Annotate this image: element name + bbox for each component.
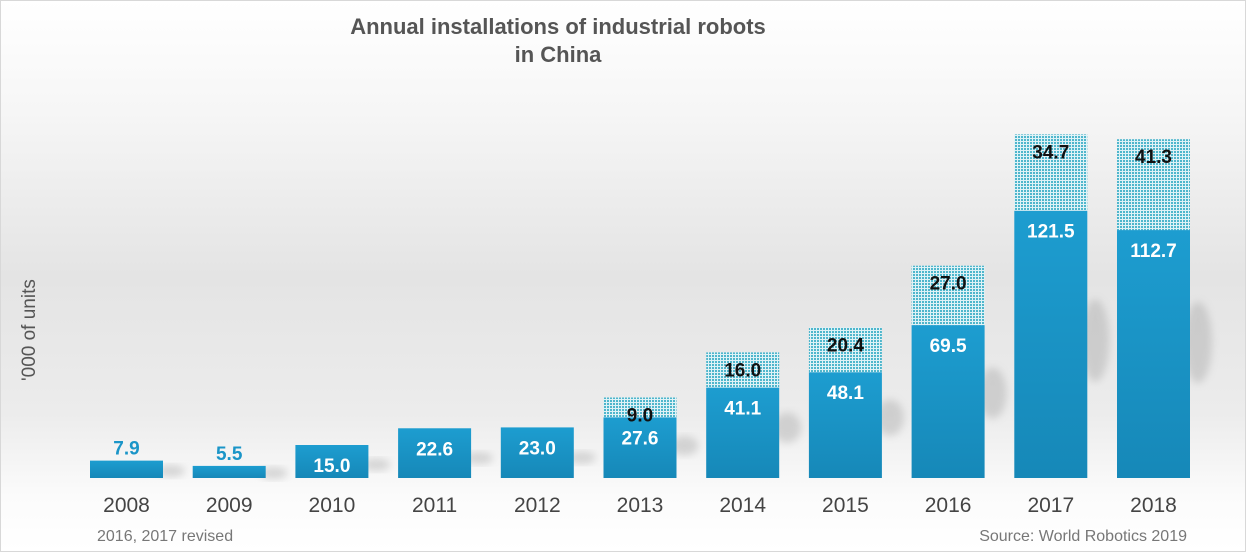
data-label-base-2016: 69.5 xyxy=(930,336,967,357)
bar-shadow xyxy=(567,451,596,464)
bar-base-2015 xyxy=(808,372,882,478)
source-note: Source: World Robotics 2019 xyxy=(979,528,1187,545)
bar-base-2009 xyxy=(192,465,266,478)
x-tick-label: 2012 xyxy=(514,494,561,517)
bar-shadow xyxy=(978,367,1007,419)
data-label-base-2015: 48.1 xyxy=(827,383,864,404)
x-tick-label: 2009 xyxy=(206,494,253,517)
bar-increment-2017 xyxy=(1014,134,1088,211)
x-tick-label: 2014 xyxy=(719,494,766,517)
bar-base-2012 xyxy=(500,427,574,478)
data-label-increment-2017: 34.7 xyxy=(1032,142,1069,163)
bar-shadow xyxy=(670,436,699,456)
data-label-base-2014: 41.1 xyxy=(724,399,761,420)
bar-increment-2013 xyxy=(603,397,677,418)
x-tick-label: 2011 xyxy=(412,494,457,517)
data-label-base-2011: 22.6 xyxy=(416,439,453,460)
bar-shadow xyxy=(1081,299,1110,382)
data-label-base-2012: 23.0 xyxy=(519,438,556,459)
data-label-base-2008: 7.9 xyxy=(113,439,139,460)
data-label-base-2013: 27.6 xyxy=(622,428,659,449)
bar-increment-2016 xyxy=(911,265,985,326)
bar-shadow xyxy=(465,452,494,465)
bar-base-2017 xyxy=(1014,210,1088,478)
bar-increment-2018 xyxy=(1117,139,1190,231)
x-tick-label: 2017 xyxy=(1027,494,1074,517)
footnote-revised: 2016, 2017 revised xyxy=(97,528,234,545)
data-label-increment-2016: 27.0 xyxy=(930,274,967,295)
bar-increment-2014 xyxy=(706,352,780,388)
bar-base-2010 xyxy=(295,445,369,478)
bar-base-2011 xyxy=(398,428,472,478)
bar-base-2016 xyxy=(911,325,985,478)
x-tick-label: 2008 xyxy=(103,494,150,517)
x-tick-label: 2016 xyxy=(925,494,972,517)
data-label-base-2010: 15.0 xyxy=(313,456,350,477)
bar-shadow xyxy=(1184,301,1212,384)
data-label-base-2017: 121.5 xyxy=(1027,222,1075,243)
bar-shadow xyxy=(157,465,185,478)
bar-base-2008 xyxy=(90,460,163,478)
data-label-increment-2018: 41.3 xyxy=(1135,147,1172,168)
x-tick-label: 2018 xyxy=(1130,494,1177,517)
x-tick-label: 2013 xyxy=(617,494,664,517)
data-label-increment-2014: 16.0 xyxy=(724,360,761,381)
data-label-base-2018: 112.7 xyxy=(1130,241,1177,262)
bar-increment-2015 xyxy=(808,327,882,373)
x-tick-label: 2010 xyxy=(309,494,356,517)
bar-shadow xyxy=(362,458,391,471)
x-tick-label: 2015 xyxy=(822,494,869,517)
bar-shadow xyxy=(259,467,288,480)
data-label-increment-2015: 20.4 xyxy=(827,335,864,356)
bar-shadow xyxy=(773,412,802,443)
chart-title: Annual installations of industrial robot… xyxy=(350,14,766,67)
bar-shadow xyxy=(875,399,904,436)
data-label-base-2009: 5.5 xyxy=(216,444,243,465)
bar-base-2014 xyxy=(706,387,780,478)
bar-base-2013 xyxy=(603,417,677,478)
data-label-increment-2013: 9.0 xyxy=(627,405,653,426)
bar-base-2018 xyxy=(1117,230,1190,478)
